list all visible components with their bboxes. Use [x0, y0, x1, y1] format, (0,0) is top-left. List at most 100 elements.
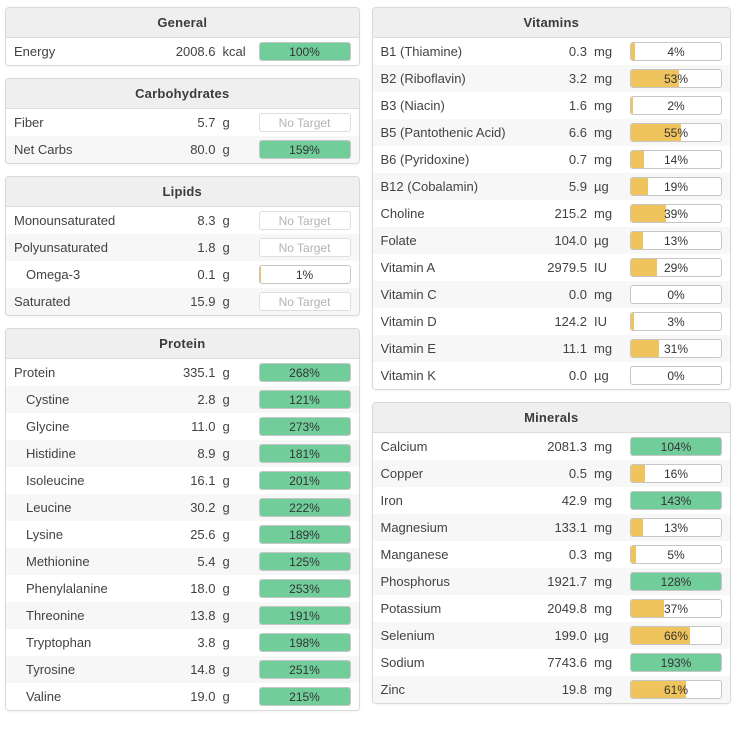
nutrient-row[interactable]: B2 (Riboflavin) 3.2 mg 53%	[372, 65, 730, 92]
nutrient-row[interactable]: Folate 104.0 µg 13%	[372, 227, 730, 254]
nutrient-name: Valine	[26, 689, 62, 704]
nutrient-row[interactable]: Selenium 199.0 µg 66%	[372, 622, 730, 649]
panel-title: Lipids	[6, 177, 359, 207]
panel-protein: Protein Protein 335.1 g 268% Cystine 2.8 g 121% G…	[5, 328, 360, 711]
nutrient-row[interactable]: Choline 215.2 mg 39%	[372, 200, 730, 227]
nutrient-row[interactable]: Phosphorus 1921.7 mg 128%	[372, 568, 730, 595]
nutrient-row[interactable]: Polyunsaturated 1.8 g No Target	[6, 234, 359, 261]
target-progress-bar: 16%	[630, 464, 722, 483]
nutrient-row[interactable]: Vitamin C 0.0 mg 0%	[372, 281, 730, 308]
nutrient-row[interactable]: Lysine 25.6 g 189%	[6, 521, 359, 548]
nutrient-row[interactable]: Copper 0.5 mg 16%	[372, 460, 730, 487]
nutrient-row[interactable]: Omega-3 0.1 g 1%	[6, 261, 359, 288]
nutrient-value: 0.0	[568, 287, 587, 302]
nutrient-name: Cystine	[26, 392, 70, 407]
target-progress-bar: 125%	[258, 552, 351, 571]
target-progress-bar: 215%	[258, 687, 351, 706]
nutrient-name: Methionine	[26, 554, 90, 569]
nutrient-row[interactable]: Vitamin D 124.2 IU 3%	[372, 308, 730, 335]
nutrient-row[interactable]: B12 (Cobalamin) 5.9 µg 19%	[372, 173, 730, 200]
nutrient-unit: mg	[594, 682, 613, 697]
panel-title: Protein	[6, 329, 359, 359]
nutrient-row[interactable]: Histidine 8.9 g 181%	[6, 440, 359, 467]
progress-label: 5%	[667, 547, 685, 562]
nutrient-value: 215.2	[554, 206, 587, 221]
target-progress-bar: 37%	[630, 599, 722, 618]
target-progress-bar: 0%	[630, 366, 722, 385]
nutrient-row[interactable]: Saturated 15.9 g No Target	[6, 288, 359, 315]
nutrient-row[interactable]: Manganese 0.3 mg 5%	[372, 541, 730, 568]
nutrient-value: 3.2	[568, 71, 587, 86]
progress-fill	[631, 546, 636, 563]
nutrient-row[interactable]: B1 (Thiamine) 0.3 mg 4%	[372, 38, 730, 65]
panel-title: General	[6, 8, 359, 38]
nutrient-row[interactable]: Glycine 11.0 g 273%	[6, 413, 359, 440]
progress-fill	[631, 340, 659, 357]
target-progress-bar: 121%	[258, 390, 351, 409]
panel-minerals: Minerals Calcium 2081.3 mg 104% Copper 0.5 mg 16…	[371, 402, 731, 704]
nutrient-unit: g	[222, 446, 230, 461]
panel-title: Carbohydrates	[6, 79, 359, 109]
nutrient-row[interactable]: Energy 2008.6 kcal 100%	[6, 38, 359, 65]
nutrient-row[interactable]: Cystine 2.8 g 121%	[6, 386, 359, 413]
nutrient-row[interactable]: B5 (Pantothenic Acid) 6.6 mg 55%	[372, 119, 730, 146]
target-progress-bar: 198%	[258, 633, 351, 652]
nutrient-row[interactable]: Magnesium 133.1 mg 13%	[372, 514, 730, 541]
nutrient-row[interactable]: Isoleucine 16.1 g 201%	[6, 467, 359, 494]
nutrient-row[interactable]: Calcium 2081.3 mg 104%	[372, 433, 730, 460]
nutrient-row[interactable]: Methionine 5.4 g 125%	[6, 548, 359, 575]
nutrient-unit: g	[222, 240, 230, 255]
progress-label: 181%	[289, 446, 320, 461]
nutrient-row[interactable]: Leucine 30.2 g 222%	[6, 494, 359, 521]
target-progress-bar: 3%	[630, 312, 722, 331]
nutrient-unit: g	[222, 554, 230, 569]
nutrient-row[interactable]: Vitamin A 2979.5 IU 29%	[372, 254, 730, 281]
nutrient-unit: mg	[594, 439, 613, 454]
nutrient-name: Folate	[380, 233, 417, 248]
nutrient-row[interactable]: Net Carbs 80.0 g 159%	[6, 136, 359, 163]
nutrient-unit: g	[222, 392, 230, 407]
nutrient-row[interactable]: B3 (Niacin) 1.6 mg 2%	[372, 92, 730, 119]
progress-label: 215%	[289, 689, 320, 704]
nutrient-row[interactable]: Fiber 5.7 g No Target	[6, 109, 359, 136]
progress-label: No Target	[278, 115, 331, 130]
nutrient-row[interactable]: B6 (Pyridoxine) 0.7 mg 14%	[372, 146, 730, 173]
progress-fill	[631, 232, 643, 249]
nutrient-row[interactable]: Vitamin K 0.0 µg 0%	[372, 362, 730, 389]
nutrient-value: 0.3	[568, 547, 587, 562]
target-progress-bar: 191%	[258, 606, 351, 625]
progress-label: 0%	[667, 368, 685, 383]
nutrient-unit: g	[222, 608, 230, 623]
nutrient-row[interactable]: Zinc 19.8 mg 61%	[372, 676, 730, 703]
progress-label: 143%	[660, 493, 692, 508]
nutrient-unit: g	[222, 213, 230, 228]
nutrient-row[interactable]: Potassium 2049.8 mg 37%	[372, 595, 730, 622]
nutrient-row[interactable]: Tryptophan 3.8 g 198%	[6, 629, 359, 656]
nutrient-name: Monounsaturated	[14, 213, 116, 228]
nutrient-row[interactable]: Iron 42.9 mg 143%	[372, 487, 730, 514]
nutrient-row[interactable]: Tyrosine 14.8 g 251%	[6, 656, 359, 683]
nutrient-row[interactable]: Vitamin E 11.1 mg 31%	[372, 335, 730, 362]
progress-fill	[259, 526, 350, 543]
nutrient-row[interactable]: Protein 335.1 g 268%	[6, 359, 359, 386]
nutrient-value: 2.8	[197, 392, 216, 407]
nutrient-unit: kcal	[222, 44, 246, 59]
nutrient-row[interactable]: Sodium 7743.6 mg 193%	[372, 649, 730, 676]
nutrient-row[interactable]: Valine 19.0 g 215%	[6, 683, 359, 710]
nutrient-name: Phosphorus	[380, 574, 450, 589]
nutrient-row[interactable]: Monounsaturated 8.3 g No Target	[6, 207, 359, 234]
target-progress-bar: 13%	[630, 518, 722, 537]
progress-fill	[631, 492, 721, 509]
progress-label: 253%	[289, 581, 320, 596]
nutrient-value: 42.9	[561, 493, 587, 508]
progress-fill	[631, 205, 667, 222]
nutrient-unit: g	[222, 500, 230, 515]
nutrient-name: Glycine	[26, 419, 70, 434]
nutrient-value: 15.9	[190, 294, 216, 309]
progress-fill	[631, 97, 633, 114]
nutrient-row[interactable]: Threonine 13.8 g 191%	[6, 602, 359, 629]
progress-fill	[259, 580, 350, 597]
progress-fill	[259, 634, 350, 651]
nutrient-row[interactable]: Phenylalanine 18.0 g 253%	[6, 575, 359, 602]
